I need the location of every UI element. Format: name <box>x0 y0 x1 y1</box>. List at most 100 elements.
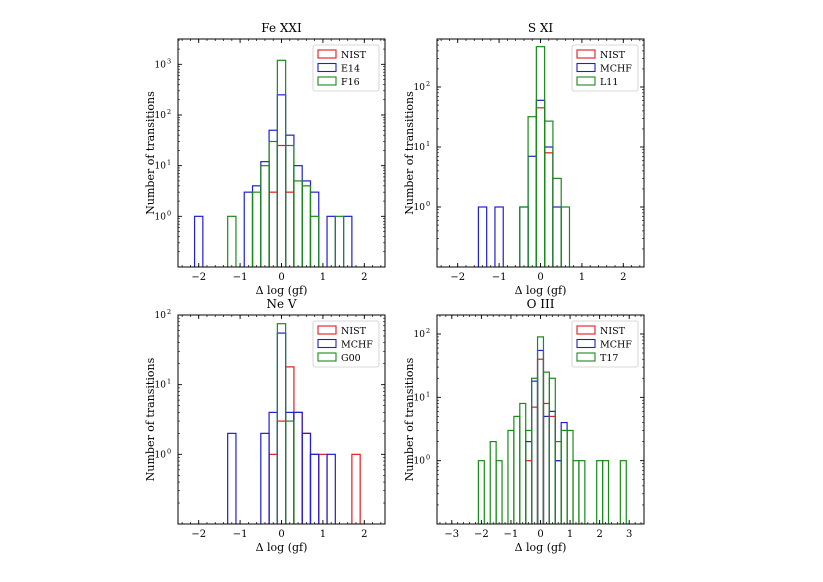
histogram-bar <box>519 402 527 524</box>
y-tick-label: 10 <box>155 212 167 222</box>
legend-swatch <box>317 76 337 86</box>
histogram-bar <box>596 460 604 524</box>
y-tick-exponent: 0 <box>167 447 171 455</box>
histogram-bar <box>268 453 278 524</box>
legend-label: MCHF <box>341 340 373 351</box>
legend-swatch <box>317 352 337 362</box>
histogram-bar <box>489 441 497 524</box>
legend-swatch <box>576 76 596 86</box>
histogram-bar <box>531 406 539 524</box>
histogram-bar <box>554 460 562 524</box>
y-tick-exponent: 2 <box>167 108 171 116</box>
histogram-bar <box>525 429 533 524</box>
y-tick-label: 10 <box>414 330 426 340</box>
x-tick-label: −2 <box>474 529 489 540</box>
legend-label: NIST <box>600 326 626 337</box>
histogram-bar <box>309 453 320 524</box>
histogram-bar <box>535 99 546 267</box>
panel-title: Ne V <box>266 297 296 311</box>
histogram-bar <box>477 206 488 267</box>
legend: NIST MCHF T17 <box>571 320 639 368</box>
histogram-bar <box>276 59 287 267</box>
x-tick-label: 1 <box>320 529 326 540</box>
y-tick-exponent: 0 <box>426 200 430 208</box>
x-tick-label: −2 <box>450 272 465 283</box>
histogram-bar <box>301 180 312 267</box>
legend: NIST MCHF G00 <box>312 320 380 368</box>
histogram-bar <box>507 429 515 524</box>
histogram-bar <box>531 377 539 524</box>
legend-swatch <box>317 62 337 73</box>
histogram-bar <box>548 415 556 524</box>
histogram-bar <box>527 116 537 267</box>
legend-label: F16 <box>341 77 360 88</box>
y-tick-exponent: 1 <box>426 390 430 398</box>
x-axis-label: Δ log (gf) <box>256 284 308 297</box>
y-tick-label: 10 <box>155 111 167 121</box>
y-tick-label: 10 <box>155 311 167 321</box>
y-axis-label: Number of transitions <box>144 91 157 215</box>
histogram-bar <box>513 415 521 524</box>
histogram-bar <box>531 380 539 524</box>
histogram-bar <box>276 332 287 524</box>
histogram-bar <box>285 420 295 524</box>
histogram-bar <box>477 460 485 524</box>
legend-swatch <box>576 325 596 335</box>
x-tick-label: 2 <box>620 272 626 283</box>
histogram-bar <box>301 185 312 267</box>
x-tick-label: 0 <box>537 529 543 540</box>
legend-label: G00 <box>341 353 361 364</box>
panel-title: O III <box>527 297 555 311</box>
histogram-bar <box>560 421 568 524</box>
legend-label: MCHF <box>600 64 632 75</box>
histogram-bar <box>560 206 571 267</box>
histogram-bar <box>619 460 627 524</box>
histogram-bar <box>260 165 270 267</box>
x-tick-label: 1 <box>567 529 573 540</box>
histogram-bar <box>276 94 287 267</box>
histogram-bar <box>326 215 336 267</box>
histogram-bar <box>343 215 353 267</box>
y-tick-label: 10 <box>155 450 167 460</box>
histogram-bar <box>251 185 262 267</box>
histogram-bar <box>309 191 320 267</box>
legend-swatch <box>317 325 337 335</box>
y-tick-label: 10 <box>155 60 167 70</box>
histogram-bar <box>193 215 204 267</box>
histogram-bar <box>276 144 287 267</box>
y-tick-exponent: 3 <box>167 57 171 65</box>
histogram-bar <box>535 46 546 267</box>
histogram-bar <box>554 460 562 524</box>
histogram-bar <box>243 191 254 267</box>
histogram-bar <box>544 120 554 267</box>
y-tick-label: 10 <box>155 381 167 391</box>
x-tick-label: 1 <box>579 272 585 283</box>
legend-swatch <box>317 338 337 349</box>
y-tick-label: 10 <box>414 203 426 213</box>
legend-label: NIST <box>600 50 626 61</box>
histogram-bar <box>268 129 278 267</box>
histogram-bar <box>227 215 237 267</box>
x-axis-label: Δ log (gf) <box>515 284 567 297</box>
x-tick-label: 3 <box>626 529 632 540</box>
panel-title: Fe XXI <box>261 21 302 35</box>
legend-label: MCHF <box>600 340 632 351</box>
y-tick-exponent: 1 <box>167 378 171 386</box>
x-tick-label: 2 <box>596 529 602 540</box>
x-tick-label: −1 <box>233 272 248 283</box>
y-tick-exponent: 0 <box>426 454 430 462</box>
legend-label: NIST <box>341 50 367 61</box>
legend-swatch <box>576 352 596 362</box>
histogram-bar <box>535 107 546 267</box>
histogram-bar <box>536 358 545 524</box>
x-tick-label: 0 <box>537 272 543 283</box>
histogram-bar <box>552 206 562 267</box>
y-axis-label: Number of transitions <box>144 357 157 481</box>
histogram-bar <box>293 411 303 524</box>
histogram-bar <box>542 371 550 524</box>
y-tick-exponent: 2 <box>426 327 430 335</box>
histogram-bar <box>260 432 270 524</box>
legend-swatch <box>317 49 337 59</box>
histogram-bar <box>293 411 303 524</box>
